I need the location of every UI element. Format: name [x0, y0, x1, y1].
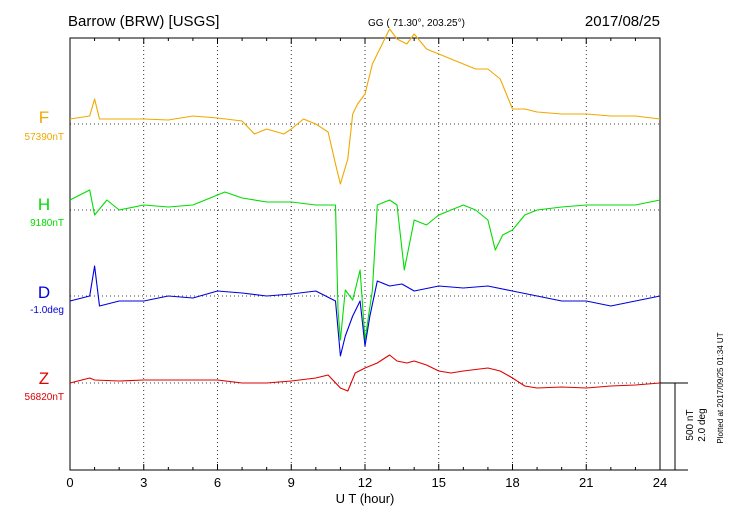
- series-name-h: H: [38, 195, 50, 214]
- x-axis: 0 3 6 9 12 15 18 21 24: [66, 38, 667, 490]
- x-tick-label: 6: [214, 475, 221, 490]
- x-tick-label: 3: [140, 475, 147, 490]
- scale-deg-label: 2.0 deg: [697, 408, 708, 441]
- series-baseline-d: -1.0deg: [30, 305, 64, 316]
- x-tick-label: 0: [66, 475, 73, 490]
- x-tick-label: 21: [579, 475, 593, 490]
- x-tick-label: 9: [288, 475, 295, 490]
- plotted-at-note: Plotted at 2017/09/25 01:34 UT: [716, 332, 725, 443]
- trace-z: [69, 354, 661, 392]
- traces: [69, 28, 661, 392]
- trace-d: [69, 265, 661, 357]
- series-baseline-h: 9180nT: [30, 218, 64, 229]
- date-label: 2017/08/25: [585, 13, 660, 30]
- scale-nt-label: 500 nT: [685, 409, 696, 440]
- x-tick-label: 15: [432, 475, 446, 490]
- series-name-d: D: [38, 283, 50, 302]
- series-baseline-f: 57390nT: [25, 132, 64, 143]
- trace-h: [69, 189, 661, 341]
- series-name-f: F: [39, 108, 49, 127]
- series-labels: F 57390nT H 9180nT D -1.0deg Z 56820nT: [25, 108, 64, 403]
- x-axis-label: U T (hour): [336, 491, 395, 506]
- grid-lines: [143, 38, 587, 470]
- x-tick-label: 18: [505, 475, 519, 490]
- x-tick-label: 24: [653, 475, 667, 490]
- trace-f: [69, 28, 661, 185]
- scale-bar: 500 nT 2.0 deg: [660, 382, 708, 471]
- series-baseline-z: 56820nT: [25, 392, 64, 403]
- coordinates-label: GG ( 71.30°, 203.25°): [368, 18, 465, 29]
- station-title: Barrow (BRW) [USGS]: [68, 13, 219, 30]
- x-tick-label: 12: [358, 475, 372, 490]
- series-name-z: Z: [39, 369, 49, 388]
